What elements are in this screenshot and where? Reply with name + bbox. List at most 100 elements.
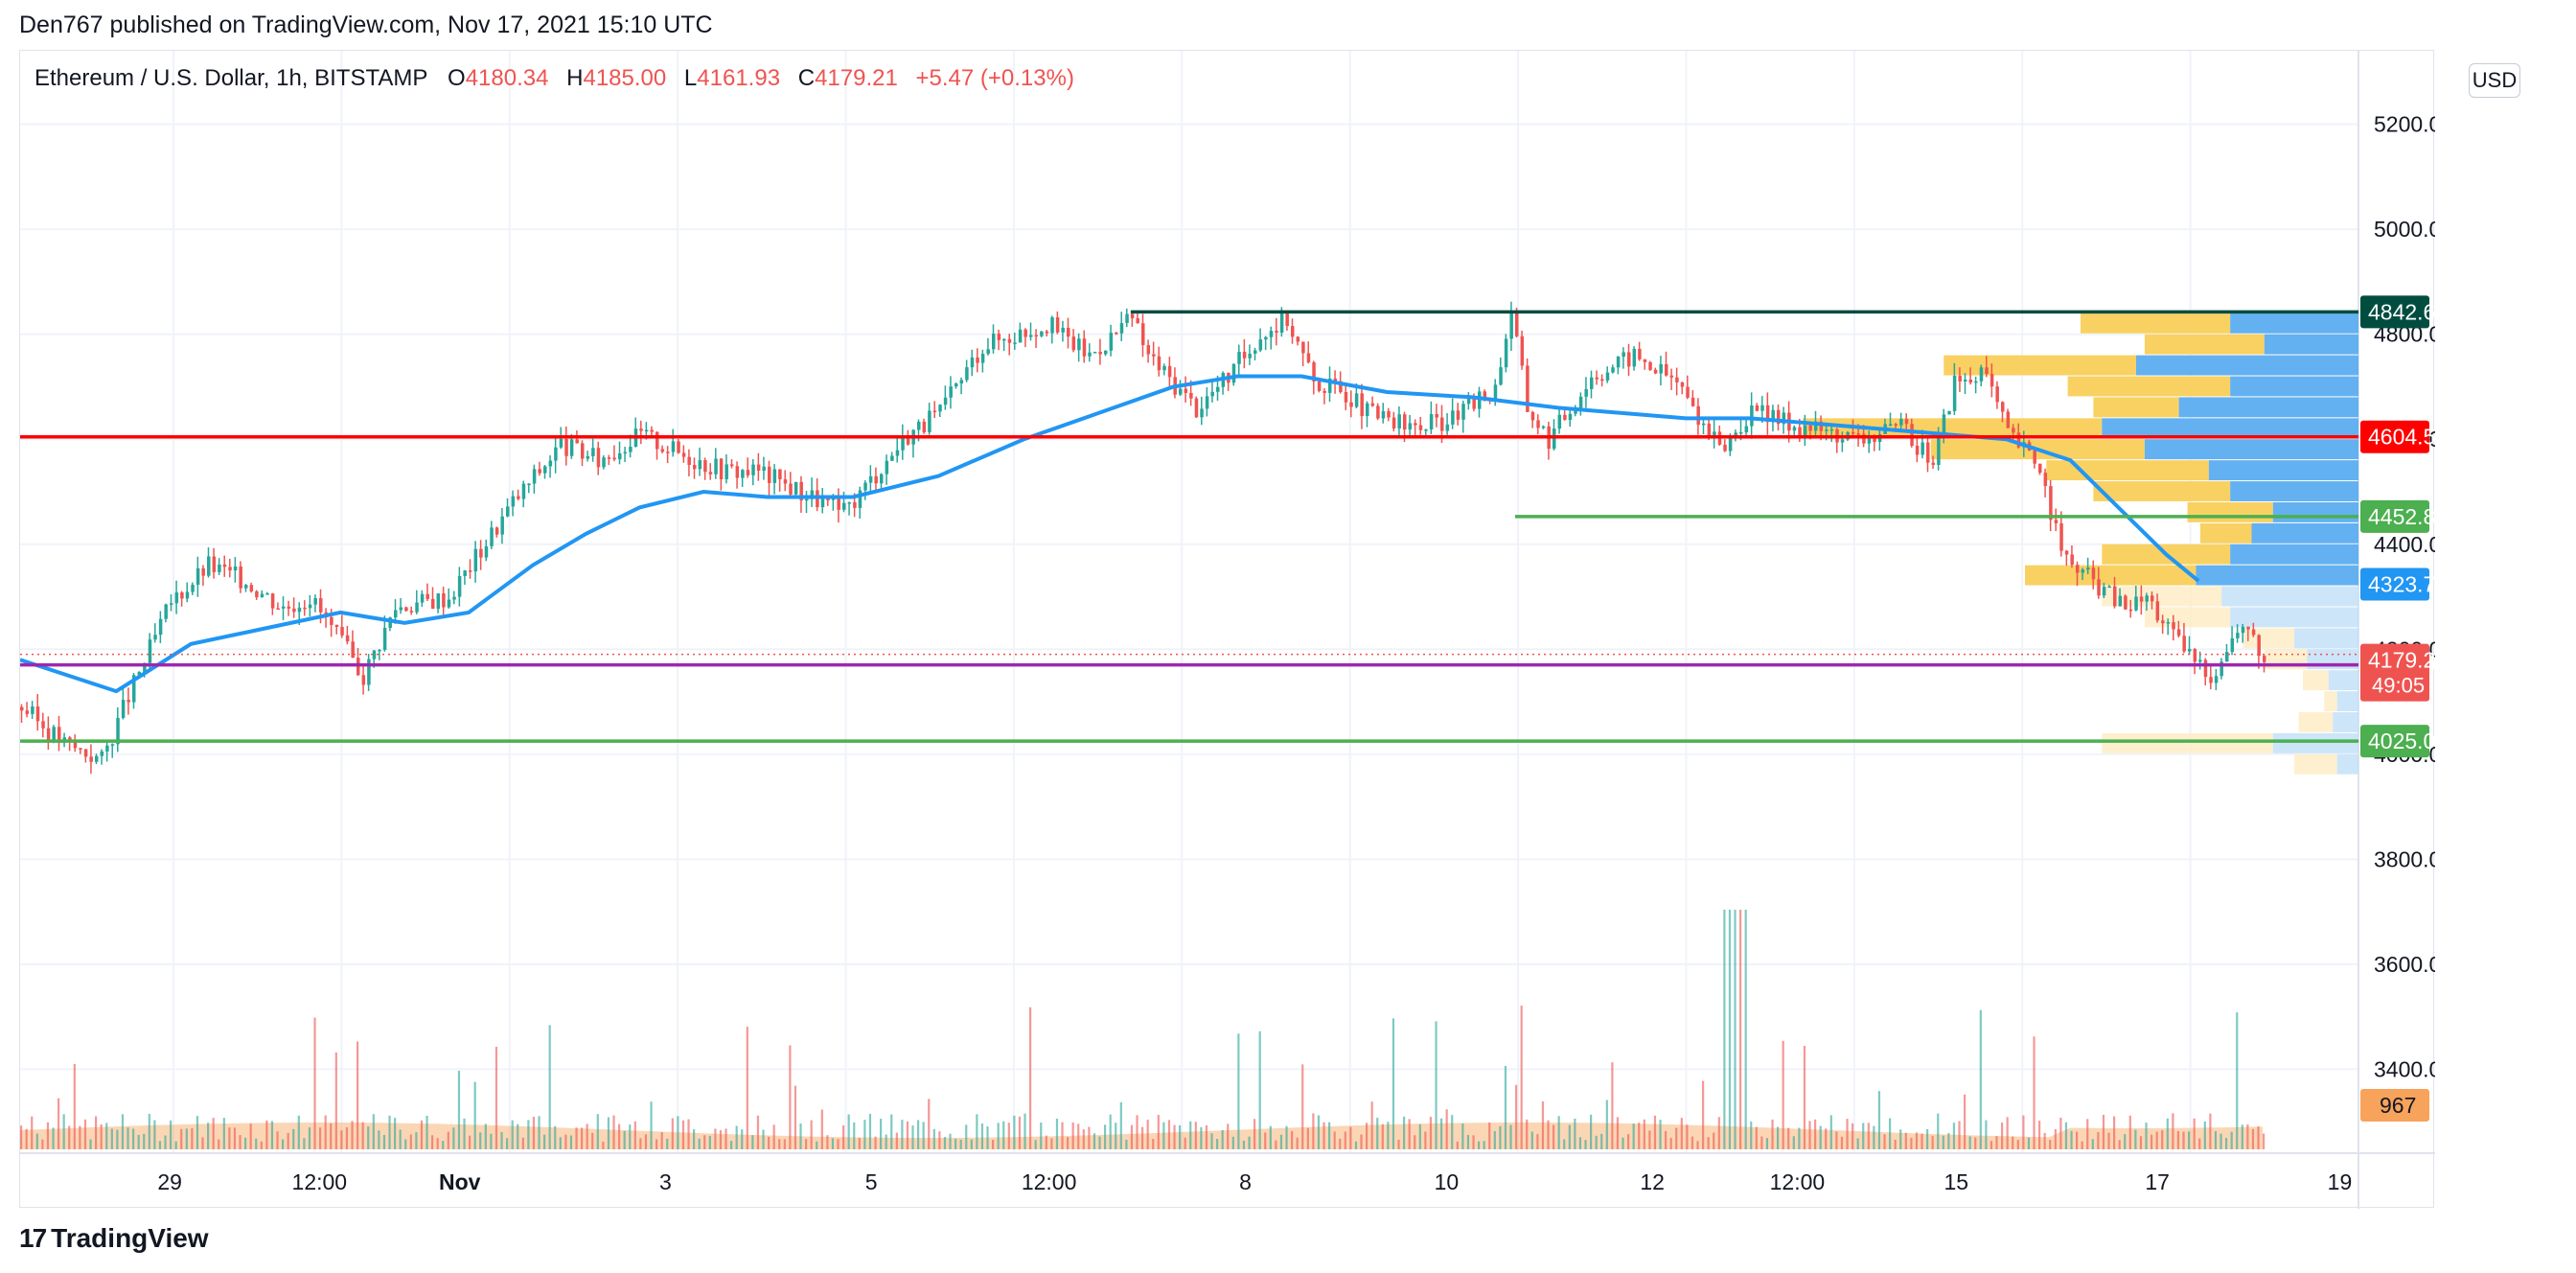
volume-bar: [73, 1063, 76, 1149]
candle-body: [1728, 435, 1733, 451]
volume-bar: [1344, 1131, 1346, 1149]
candle-body: [901, 435, 905, 451]
candle-body: [361, 675, 366, 685]
volume-bar: [1408, 1119, 1411, 1149]
candle-body: [121, 700, 126, 718]
candle-body: [1803, 425, 1807, 436]
volume-bar: [1483, 1141, 1485, 1149]
volume-bar: [1547, 1120, 1550, 1149]
volume-bar: [1530, 1131, 1533, 1149]
candle-body: [820, 498, 825, 508]
candle-body: [1210, 391, 1214, 397]
volume-profile-down-bar: [2102, 418, 2358, 439]
candle-body: [1440, 417, 1444, 431]
candle-body: [938, 405, 942, 412]
candle-body: [719, 458, 724, 479]
low-value: 4161.93: [697, 65, 781, 91]
chart-area[interactable]: 5200.005000.004800.004600.004400.004200.…: [19, 50, 2435, 1209]
candle-body: [2182, 636, 2186, 652]
volume-bar: [105, 1123, 108, 1149]
volume-bar: [1611, 1062, 1614, 1149]
candle-body: [1141, 323, 1145, 346]
volume-bar: [1920, 1133, 1923, 1149]
candle-body: [35, 706, 40, 722]
volume-bar: [1595, 1135, 1598, 1149]
volume-bar: [1690, 1136, 1694, 1149]
volume-bar: [1985, 1120, 1988, 1149]
candle-body: [778, 469, 782, 480]
volume-bar: [303, 1138, 306, 1149]
volume-bar: [62, 1114, 65, 1149]
x-tick-label: 5: [865, 1169, 878, 1194]
candle-body: [89, 756, 93, 762]
volume-bar: [656, 1139, 658, 1149]
candle-body: [1734, 432, 1737, 436]
candle-body: [2059, 522, 2063, 551]
candle-body: [842, 502, 846, 510]
candle-body: [2054, 520, 2058, 523]
volume-bar: [1669, 1137, 1672, 1149]
volume-bar: [2070, 1130, 2073, 1149]
volume-bar: [1152, 1139, 1155, 1149]
candle-body: [874, 475, 878, 484]
volume-bar: [2203, 1121, 2206, 1149]
level-label-red: 4604.56: [2368, 425, 2435, 450]
symbol-title[interactable]: Ethereum / U.S. Dollar, 1h, BITSTAMP: [34, 65, 428, 91]
volume-bar: [35, 1133, 38, 1149]
volume-bar: [1403, 1116, 1406, 1149]
volume-bar: [1173, 1124, 1176, 1149]
candle-body: [319, 598, 323, 613]
candle-body: [992, 333, 996, 350]
candle-body: [1675, 377, 1679, 382]
candle-body: [1024, 329, 1027, 337]
y-tick-label: 4400.00: [2374, 532, 2435, 557]
volume-bar: [2241, 1124, 2243, 1149]
volume-bar: [1782, 1040, 1784, 1149]
volume-bar: [367, 1126, 370, 1149]
candle-body: [693, 465, 697, 470]
volume-bar: [372, 1114, 375, 1149]
volume-bar: [2012, 1136, 2014, 1149]
volume-bar: [2193, 1118, 2196, 1149]
candle-body: [2230, 637, 2235, 653]
volume-bar: [569, 1135, 573, 1149]
candle-body: [1045, 331, 1049, 334]
volume-bar: [2128, 1115, 2131, 1149]
candle-body: [2257, 635, 2261, 657]
volume-bar: [1643, 1119, 1645, 1149]
candle-body: [917, 421, 921, 430]
candle-body: [1952, 376, 1957, 411]
volume-bar: [970, 1139, 973, 1149]
volume-bar: [1248, 1136, 1251, 1149]
candle-body: [1915, 445, 1920, 455]
volume-bar: [143, 1133, 146, 1149]
publisher-line: Den767 published on TradingView.com, Nov…: [19, 12, 713, 38]
currency-button[interactable]: USD: [2469, 63, 2520, 98]
volume-bar: [2263, 1133, 2266, 1149]
volume-profile-up-bar: [2187, 501, 2273, 522]
volume-bar: [1632, 1123, 1635, 1149]
volume-profile-up-bar: [2102, 586, 2222, 607]
candle-body: [650, 429, 654, 432]
volume-bar: [1472, 1135, 1475, 1149]
volume-profile-up-bar: [2298, 712, 2334, 732]
moving-average-line: [20, 374, 2200, 694]
candle-body: [2128, 609, 2133, 612]
volume-bar: [95, 1116, 98, 1149]
candle-body: [282, 606, 286, 609]
volume-bar: [345, 1126, 349, 1149]
volume-bar: [442, 1141, 445, 1149]
candle-body: [1852, 431, 1855, 434]
volume-profile-up-bar: [2294, 753, 2337, 775]
volume-bar: [2091, 1139, 2094, 1149]
candle-body: [1242, 351, 1247, 359]
candle-body: [1322, 390, 1326, 393]
volume-bar: [2113, 1116, 2116, 1149]
candle-body: [2118, 595, 2123, 607]
candle-body: [517, 496, 520, 499]
candle-body: [334, 624, 339, 627]
tradingview-brand[interactable]: 17 TradingView: [19, 1223, 209, 1254]
price-chart-svg[interactable]: 5200.005000.004800.004600.004400.004200.…: [20, 51, 2435, 1209]
candle-body: [313, 598, 317, 605]
volume-bar: [351, 1121, 354, 1149]
